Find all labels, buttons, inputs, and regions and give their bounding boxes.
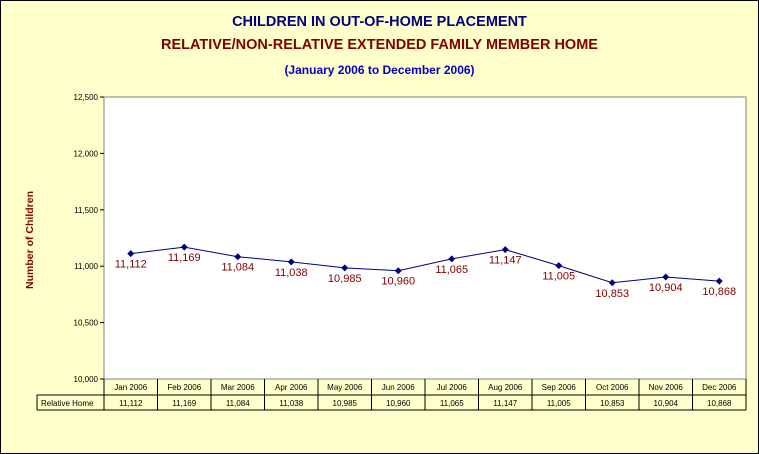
x-tick-label: Mar 2006 <box>221 383 255 392</box>
table-cell: 10,904 <box>654 399 679 408</box>
chart-period: (January 2006 to December 2006) <box>284 63 475 77</box>
data-point <box>501 246 509 254</box>
y-tick-label: 11,000 <box>74 262 98 271</box>
x-tick-label: Dec 2006 <box>702 383 737 392</box>
data-point <box>394 267 402 275</box>
data-label: 11,084 <box>221 262 254 274</box>
data-label: 11,005 <box>542 271 575 283</box>
data-label: 10,985 <box>328 273 362 285</box>
x-tick-label: Aug 2006 <box>488 383 523 392</box>
data-point <box>287 258 295 266</box>
x-tick-label: Jun 2006 <box>382 383 415 392</box>
y-tick-label: 12,500 <box>74 93 99 102</box>
table-cell: 11,084 <box>226 399 250 408</box>
series-line <box>130 246 720 284</box>
table-cell: 10,985 <box>333 399 358 408</box>
data-label: 11,169 <box>168 252 201 264</box>
data-label: 10,853 <box>595 288 629 300</box>
data-label: 10,960 <box>381 276 415 288</box>
table-cell: 10,960 <box>386 399 411 408</box>
table-cell: 11,038 <box>279 399 303 408</box>
y-tick-label: 11,500 <box>74 206 98 215</box>
x-tick-label: Nov 2006 <box>649 383 684 392</box>
x-tick-label: Feb 2006 <box>167 383 201 392</box>
y-tick-label: 10,500 <box>74 319 99 328</box>
data-point <box>234 253 242 261</box>
table-cell: 11,065 <box>440 399 464 408</box>
data-point <box>555 262 563 270</box>
table-series-name: Relative Home <box>41 399 94 408</box>
data-point <box>608 279 616 287</box>
data-label: 11,147 <box>489 255 522 267</box>
y-tick-label: 10,000 <box>74 375 99 384</box>
data-point <box>341 264 349 272</box>
table-cell: 11,147 <box>493 399 517 408</box>
data-label: 11,038 <box>275 267 308 279</box>
data-label: 10,904 <box>649 282 683 294</box>
table-cell: 10,868 <box>707 399 732 408</box>
table-cell: 11,112 <box>119 399 143 408</box>
chart-title: CHILDREN IN OUT-OF-HOME PLACEMENT <box>232 14 527 30</box>
data-label: 10,868 <box>702 286 736 298</box>
data-point <box>448 255 456 263</box>
chart-subtitle: RELATIVE/NON-RELATIVE EXTENDED FAMILY ME… <box>161 37 598 53</box>
data-point <box>662 273 670 281</box>
data-label: 11,065 <box>435 264 468 276</box>
table-cell: 11,169 <box>172 399 196 408</box>
table-cell: 11,005 <box>547 399 571 408</box>
data-point <box>127 250 135 258</box>
x-tick-label: Oct 2006 <box>596 383 629 392</box>
x-tick-label: Apr 2006 <box>275 383 308 392</box>
plot-area <box>103 96 747 380</box>
data-label: 11,112 <box>115 259 147 271</box>
x-tick-label: Jan 2006 <box>114 383 147 392</box>
table-cell: 10,853 <box>600 399 625 408</box>
x-tick-label: Jul 2006 <box>437 383 468 392</box>
x-tick-label: Sep 2006 <box>542 383 577 392</box>
data-point <box>715 277 723 285</box>
data-point <box>180 243 188 251</box>
y-tick-label: 12,000 <box>74 149 99 158</box>
x-tick-label: May 2006 <box>327 383 363 392</box>
